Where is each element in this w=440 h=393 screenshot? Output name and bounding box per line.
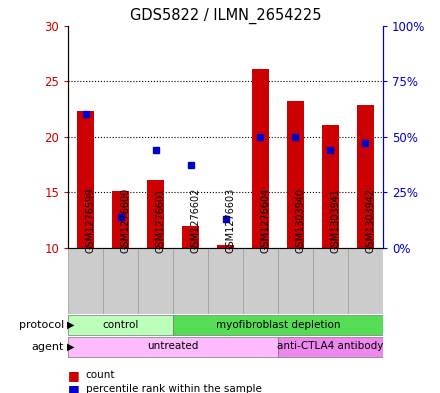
Bar [68, 248, 103, 314]
Text: count: count [86, 370, 115, 380]
Text: GSM1276599: GSM1276599 [86, 187, 95, 253]
Text: GSM1303940: GSM1303940 [295, 188, 305, 253]
Bar [252, 69, 269, 248]
Text: ▶: ▶ [67, 320, 75, 330]
Text: myofibroblast depletion: myofibroblast depletion [216, 320, 340, 330]
Bar [147, 180, 164, 248]
Bar [77, 111, 95, 248]
Bar [313, 248, 348, 314]
Bar [173, 316, 383, 335]
Text: untreated: untreated [147, 342, 199, 351]
Bar [182, 226, 199, 248]
Bar [68, 337, 278, 356]
Bar [217, 245, 234, 248]
Bar [138, 248, 173, 314]
Text: ■: ■ [68, 369, 80, 382]
Text: GSM1303942: GSM1303942 [365, 188, 375, 253]
Bar [348, 248, 383, 314]
Text: GSM1276600: GSM1276600 [121, 188, 131, 253]
Bar [173, 248, 208, 314]
Text: control: control [103, 320, 139, 330]
Text: agent: agent [31, 342, 64, 352]
Bar [208, 248, 243, 314]
Text: GSM1276602: GSM1276602 [191, 187, 201, 253]
Text: ■: ■ [68, 382, 80, 393]
Bar [278, 337, 383, 356]
Text: protocol: protocol [18, 320, 64, 330]
Text: GSM1303941: GSM1303941 [330, 188, 341, 253]
Bar [322, 125, 339, 248]
Text: GSM1276601: GSM1276601 [156, 188, 165, 253]
Bar [68, 316, 173, 335]
Bar [112, 191, 129, 248]
Bar [103, 248, 138, 314]
Text: anti-CTLA4 antibody: anti-CTLA4 antibody [277, 342, 384, 351]
Title: GDS5822 / ILMN_2654225: GDS5822 / ILMN_2654225 [130, 8, 321, 24]
Text: ▶: ▶ [67, 342, 75, 352]
Bar [243, 248, 278, 314]
Text: percentile rank within the sample: percentile rank within the sample [86, 384, 262, 393]
Bar [278, 248, 313, 314]
Bar [356, 105, 374, 248]
Bar [287, 101, 304, 248]
Text: GSM1276603: GSM1276603 [226, 188, 235, 253]
Text: GSM1276604: GSM1276604 [260, 188, 271, 253]
